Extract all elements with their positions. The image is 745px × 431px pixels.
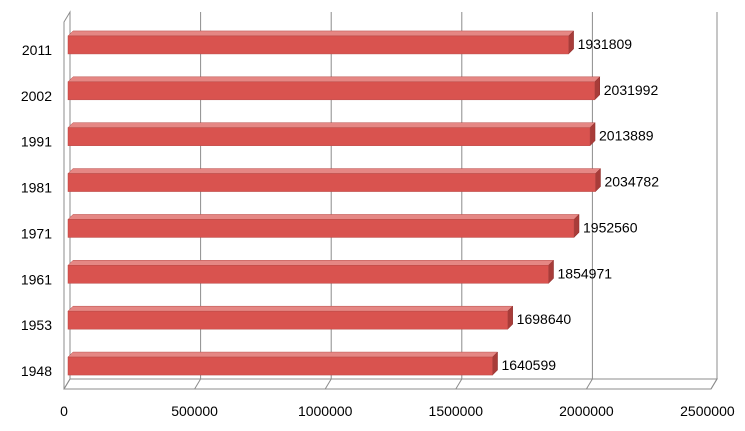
chart-category-labels: 2011 2002 1991 1981 1971 1961 1953 1948 bbox=[21, 42, 52, 379]
chart-floor bbox=[63, 378, 718, 390]
bar bbox=[67, 81, 596, 101]
chart-data-labels: 1931809 2031992 2013889 2034782 1952560 18549… bbox=[502, 36, 660, 373]
data-label: 1952560 bbox=[583, 219, 638, 235]
data-label: 2031992 bbox=[604, 82, 659, 98]
bar-top-face bbox=[67, 76, 601, 83]
category-label: 2002 bbox=[21, 88, 52, 104]
chart-walls bbox=[63, 10, 718, 390]
bar-top-face bbox=[67, 351, 499, 358]
chart-left-wall bbox=[63, 10, 71, 389]
data-label: 1854971 bbox=[558, 265, 613, 281]
bar-top-face bbox=[67, 122, 596, 128]
x-tick-label: 1000000 bbox=[298, 403, 353, 419]
data-label: 1640599 bbox=[502, 357, 557, 373]
x-tick-label: 1500000 bbox=[429, 403, 484, 419]
bar bbox=[67, 310, 508, 330]
category-label: 1961 bbox=[21, 271, 52, 287]
bar-top-face bbox=[67, 30, 575, 37]
chart-gridlines bbox=[63, 12, 718, 390]
bar-top-face bbox=[67, 260, 555, 266]
x-gridline-floor bbox=[324, 378, 332, 390]
x-gridline-floor bbox=[455, 378, 463, 390]
bar bbox=[67, 173, 596, 192]
bar bbox=[67, 265, 549, 284]
data-label: 1931809 bbox=[578, 36, 633, 52]
bar bbox=[67, 127, 591, 146]
data-label: 2013889 bbox=[599, 128, 654, 144]
bar bbox=[67, 356, 493, 376]
bar-top-face bbox=[67, 168, 602, 174]
x-gridline-floor bbox=[710, 378, 718, 390]
x-gridline-floor bbox=[194, 378, 202, 390]
bar bbox=[67, 35, 569, 55]
x-tick-label: 500000 bbox=[171, 403, 218, 419]
x-tick-label: 2000000 bbox=[559, 403, 614, 419]
data-label: 2034782 bbox=[604, 174, 659, 190]
bar bbox=[67, 219, 575, 238]
x-gridline-floor bbox=[585, 378, 593, 390]
category-label: 1948 bbox=[21, 363, 52, 379]
bar-top-face bbox=[67, 305, 514, 312]
x-tick-label: 2500000 bbox=[680, 403, 735, 419]
chart-x-tick-labels: 0 500000 1000000 1500000 2000000 2500000 bbox=[60, 403, 735, 419]
x-tick-label: 0 bbox=[60, 403, 68, 419]
chart-bars bbox=[67, 30, 602, 376]
bar-top-face bbox=[67, 214, 580, 220]
category-label: 1981 bbox=[21, 180, 52, 196]
category-label: 1953 bbox=[21, 317, 52, 333]
category-label: 1991 bbox=[21, 134, 52, 150]
x-gridline-floor bbox=[63, 378, 71, 390]
category-label: 1971 bbox=[21, 225, 52, 241]
category-label: 2011 bbox=[22, 42, 52, 58]
data-label: 1698640 bbox=[517, 311, 572, 327]
